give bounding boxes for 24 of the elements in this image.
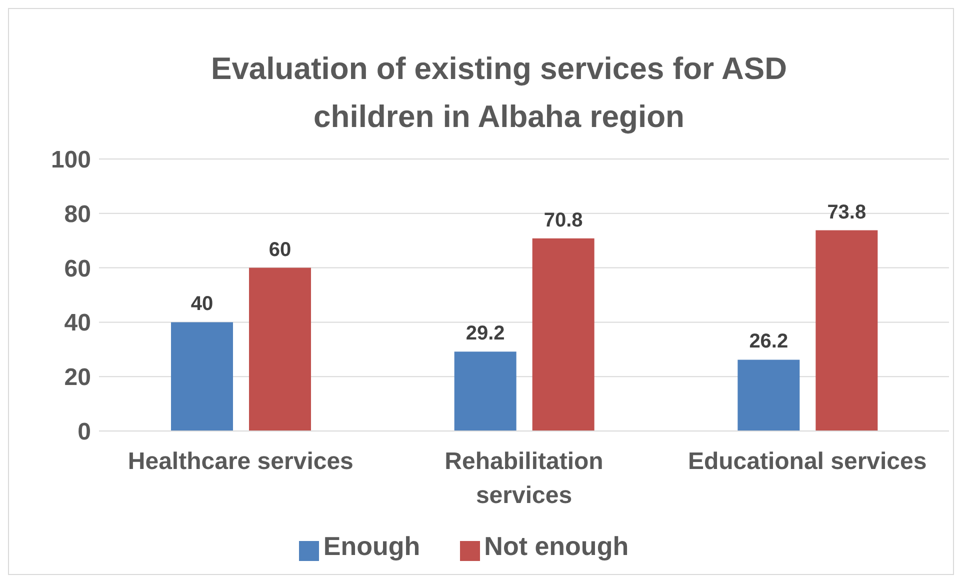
y-tick-label: 80 (64, 200, 91, 228)
y-tick-label: 100 (50, 146, 91, 174)
chart-title: Evaluation of existing services for ASD children in Albaha region (210, 50, 788, 136)
data-label: 73.8 (827, 201, 866, 224)
x-tick-label: Rehabilitation services (444, 448, 604, 509)
data-label: 70.8 (544, 209, 583, 232)
data-label: 26.2 (749, 330, 788, 353)
data-label: 40 (190, 293, 214, 316)
x-tick-label: Educational services (688, 448, 927, 475)
bar (249, 268, 311, 431)
y-tick-label: 60 (64, 255, 91, 282)
bar (454, 352, 516, 431)
bar (816, 230, 878, 431)
legend-label: Not enough (484, 531, 629, 561)
bar (738, 360, 800, 431)
legend-label: Enough (323, 531, 420, 561)
bar (171, 322, 233, 431)
bar (532, 238, 594, 431)
y-tick-label: 0 (78, 418, 91, 446)
data-label: 29.2 (466, 322, 505, 345)
x-tick-label: Healthcare services (128, 448, 354, 475)
data-label: 60 (268, 238, 292, 261)
y-tick-label: 20 (64, 364, 91, 392)
y-tick-label: 40 (64, 310, 91, 337)
